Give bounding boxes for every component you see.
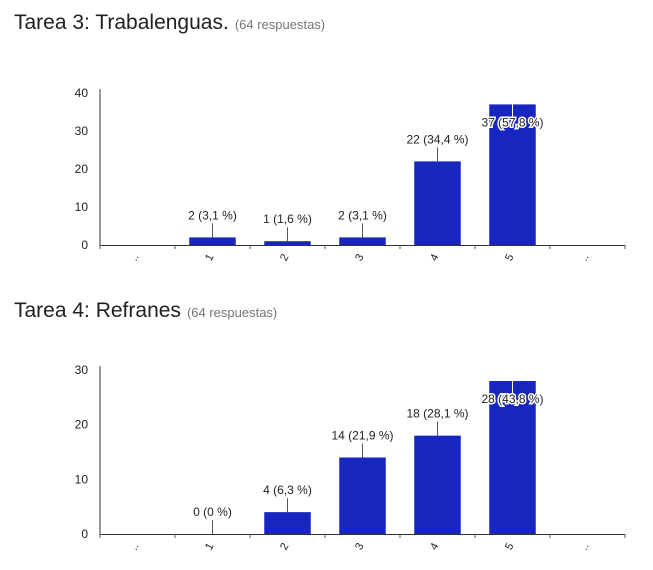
chart-title: Tarea 4: Refranes (64 respuestas): [14, 299, 277, 323]
data-label: 37 (57,8 %): [481, 115, 543, 129]
chart-title-text: Tarea 4: Refranes: [14, 299, 181, 322]
y-tick-label: 30: [75, 363, 89, 377]
bar-chart-tarea-3: 0 10 20 30 40.. 1 2 3 4 5 .. 2 (3,1 %) 1 (1,6 %) 2 (3…: [75, 86, 626, 263]
data-label: 22 (34,4 %): [406, 132, 468, 146]
y-tick-label: 10: [75, 472, 89, 486]
y-tick-label: 0: [81, 527, 88, 541]
data-label: 0 (0 %): [193, 505, 232, 519]
y-tick-label: 30: [75, 124, 89, 138]
x-tick-label: 4: [428, 252, 441, 263]
chart-title: Tarea 3: Trabalenguas. (64 respuestas): [14, 11, 325, 35]
y-tick-label: 20: [75, 418, 89, 432]
data-label: 28 (43,8 %): [481, 392, 543, 406]
data-label: 18 (28,1 %): [406, 407, 468, 421]
chart-section-tarea-3: Tarea 3: Trabalenguas. (64 respuestas) 0 1…: [14, 11, 626, 263]
x-tick-label: 5: [503, 541, 516, 552]
bar: [339, 237, 386, 245]
x-tick-label: ..: [578, 541, 591, 552]
data-label: 2 (3,1 %): [188, 208, 237, 222]
response-count: (64 respuestas): [234, 17, 326, 32]
y-tick-label: 40: [75, 86, 89, 100]
bar: [414, 161, 461, 245]
data-label: 1 (1,6 %): [263, 212, 312, 226]
y-tick-label: 20: [75, 162, 89, 176]
bar: [489, 104, 536, 246]
data-label: 2 (3,1 %): [338, 208, 387, 222]
bar: [264, 512, 311, 534]
data-label: 14 (21,9 %): [331, 429, 393, 443]
bar: [189, 237, 236, 245]
y-tick-label: 0: [81, 238, 88, 252]
data-label: 4 (6,3 %): [263, 483, 312, 497]
x-tick-label: 1: [203, 541, 216, 552]
x-tick-label: ..: [578, 252, 591, 263]
bar: [414, 435, 461, 534]
x-tick-label: 3: [353, 541, 366, 552]
bar-chart-tarea-4: 0 10 20 30.. 1 2 3 4 5 .. 0 (0 %) 4 (6,3 %) 14 (21,9…: [75, 363, 626, 552]
x-tick-label: ..: [128, 541, 141, 552]
x-tick-label: 4: [428, 541, 441, 552]
bar: [489, 381, 536, 534]
bar: [339, 457, 386, 534]
y-tick-label: 10: [75, 200, 89, 214]
x-tick-label: 1: [203, 252, 216, 263]
x-tick-label: 2: [278, 541, 291, 552]
x-tick-label: 5: [503, 252, 516, 263]
x-tick-label: 2: [278, 252, 291, 263]
x-tick-label: ..: [128, 252, 141, 263]
chart-title-text: Tarea 3: Trabalenguas.: [14, 11, 229, 34]
response-count: (64 respuestas): [186, 305, 278, 320]
chart-section-tarea-4: Tarea 4: Refranes (64 respuestas) 0 10 20 30…: [0, 288, 653, 570]
bar: [264, 241, 311, 245]
x-tick-label: 3: [353, 252, 366, 263]
